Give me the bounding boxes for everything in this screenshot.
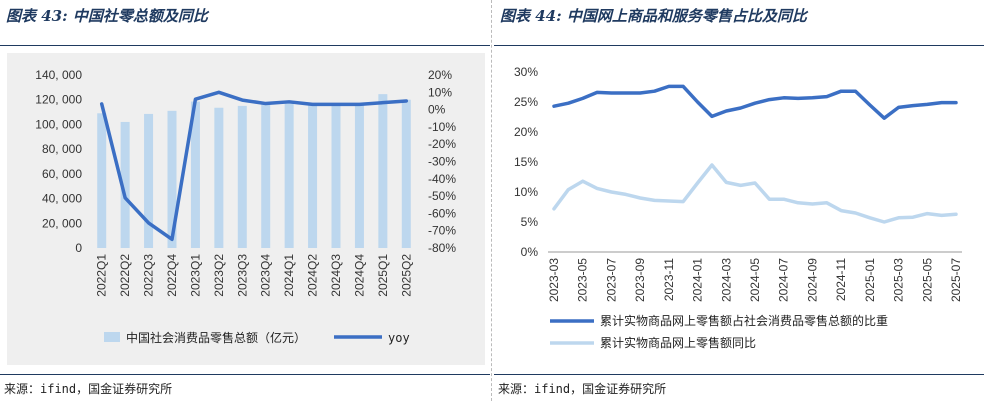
y-right-tick-label: 20% xyxy=(428,68,452,82)
yoy-line xyxy=(99,90,409,242)
x-tick-label: 2024-01 xyxy=(691,258,705,302)
x-tick-label: 2025-07 xyxy=(949,258,963,302)
x-tick-label: 2024Q2 xyxy=(306,254,320,297)
bar xyxy=(167,110,177,248)
bar xyxy=(331,105,341,249)
legend-bar-label: 中国社会消费品零售总额（亿元） xyxy=(126,330,306,345)
x-tick-label: 2022Q4 xyxy=(165,254,179,297)
legend-line-label: yoy xyxy=(388,331,410,345)
x-tick-label: 2023-05 xyxy=(576,258,590,302)
y-left-tick-label: 20, 000 xyxy=(42,216,82,230)
x-tick-label: 2024-05 xyxy=(748,258,762,302)
y-tick-label: 20% xyxy=(514,125,538,139)
y-right-tick-label: -60% xyxy=(428,206,456,220)
x-tick-label: 2024Q3 xyxy=(329,254,343,297)
source-rule xyxy=(0,374,490,375)
legend-label: 累计实物商品网上零售额占社会消费品零售总额的比重 xyxy=(600,313,888,328)
bar xyxy=(190,101,200,248)
bar xyxy=(97,113,107,248)
bar xyxy=(378,94,388,249)
y-tick-label: 5% xyxy=(521,215,539,229)
y-left-tick-label: 60, 000 xyxy=(42,167,82,181)
y-left-tick-label: 40, 000 xyxy=(42,192,82,206)
y-tick-label: 25% xyxy=(514,95,538,109)
title-rule xyxy=(494,45,984,46)
x-tick-label: 2022Q2 xyxy=(118,254,132,297)
right-source-note: 来源：ifind，国金证券研究所 xyxy=(498,382,667,396)
bar xyxy=(354,104,364,249)
y-tick-label: 0% xyxy=(521,245,539,259)
bar xyxy=(401,99,411,248)
bar xyxy=(284,102,294,248)
x-tick-label: 2024-03 xyxy=(719,258,733,302)
x-tick-label: 2022Q1 xyxy=(95,254,109,297)
x-tick-label: 2023Q3 xyxy=(235,254,249,297)
x-tick-label: 2024-11 xyxy=(834,258,848,301)
share-series-line xyxy=(552,84,958,120)
x-tick-label: 2023Q2 xyxy=(212,254,226,297)
bar xyxy=(308,104,318,249)
x-tick-label: 2022Q3 xyxy=(142,254,156,297)
right-chart: 0% 5% 10% 15% 20% 25% 30% 2023-03 2023-05 2023-07… xyxy=(514,65,963,350)
y-right-tick-label: 10% xyxy=(428,85,452,99)
y-left-tick-label: 0 xyxy=(75,241,82,255)
x-tick-label: 2024Q4 xyxy=(352,254,366,297)
y-right-tick-label: -10% xyxy=(428,120,456,134)
source-rule xyxy=(494,374,984,375)
x-tick-label: 2023-07 xyxy=(604,258,618,302)
panel-divider xyxy=(491,0,492,401)
x-tick-label: 2025Q1 xyxy=(376,254,390,297)
x-tick-label: 2024-07 xyxy=(777,258,791,302)
right-chart-title: 图表 44: 中国网上商品和服务零售占比及同比 xyxy=(500,7,807,25)
x-tick-label: 2023Q4 xyxy=(259,254,273,297)
y-right-tick-label: -80% xyxy=(428,241,456,255)
y-left-tick-label: 100, 000 xyxy=(35,117,82,131)
y-right-tick-label: -30% xyxy=(428,155,456,169)
bar xyxy=(120,121,130,248)
y-tick-label: 15% xyxy=(514,155,538,169)
bar xyxy=(237,105,247,249)
bar xyxy=(144,113,154,248)
y-tick-label: 10% xyxy=(514,185,538,199)
x-tick-label: 2023-09 xyxy=(633,258,647,302)
x-tick-label: 2025-05 xyxy=(920,258,934,302)
y-right-tick-label: -50% xyxy=(428,189,456,203)
x-tick-label: 2025Q2 xyxy=(399,254,413,297)
left-chart-title: 图表 43: 中国社零总额及同比 xyxy=(6,7,208,25)
y-right-tick-label: -20% xyxy=(428,137,456,151)
title-rule xyxy=(0,45,490,46)
right-chart-panel: 图表 44: 中国网上商品和服务零售占比及同比 0% 5% 10% 15% 20% 25%… xyxy=(494,0,984,401)
y-right-tick-label: 0% xyxy=(428,103,446,117)
bar xyxy=(214,107,224,248)
x-tick-label: 2024-09 xyxy=(805,258,819,302)
x-tick-label: 2025-01 xyxy=(863,258,877,302)
left-chart: 0 20, 000 40, 000 60, 000 80, 000 100, 000 120… xyxy=(35,68,456,345)
bar xyxy=(261,103,271,249)
x-tick-label: 2024Q1 xyxy=(282,254,296,297)
x-tick-label: 2023Q1 xyxy=(188,254,202,297)
left-chart-panel: 图表 43: 中国社零总额及同比 0 20, 000 40, 000 60, 000 8… xyxy=(0,0,490,401)
y-right-tick-label: -70% xyxy=(428,224,456,238)
y-left-tick-label: 120, 000 xyxy=(35,93,82,107)
yoy-series-line xyxy=(552,163,958,224)
y-left-tick-label: 80, 000 xyxy=(42,142,82,156)
legend-label: 累计实物商品网上零售额同比 xyxy=(600,335,756,350)
left-source-note: 来源：ifind，国金证券研究所 xyxy=(4,382,173,396)
y-right-tick-label: -40% xyxy=(428,172,456,186)
x-tick-label: 2023-11 xyxy=(662,258,676,301)
legend-bar-swatch xyxy=(104,332,120,342)
y-tick-label: 30% xyxy=(514,65,538,79)
x-tick-label: 2025-03 xyxy=(892,258,906,302)
y-left-tick-label: 140, 000 xyxy=(35,68,82,82)
x-tick-label: 2023-03 xyxy=(547,258,561,302)
